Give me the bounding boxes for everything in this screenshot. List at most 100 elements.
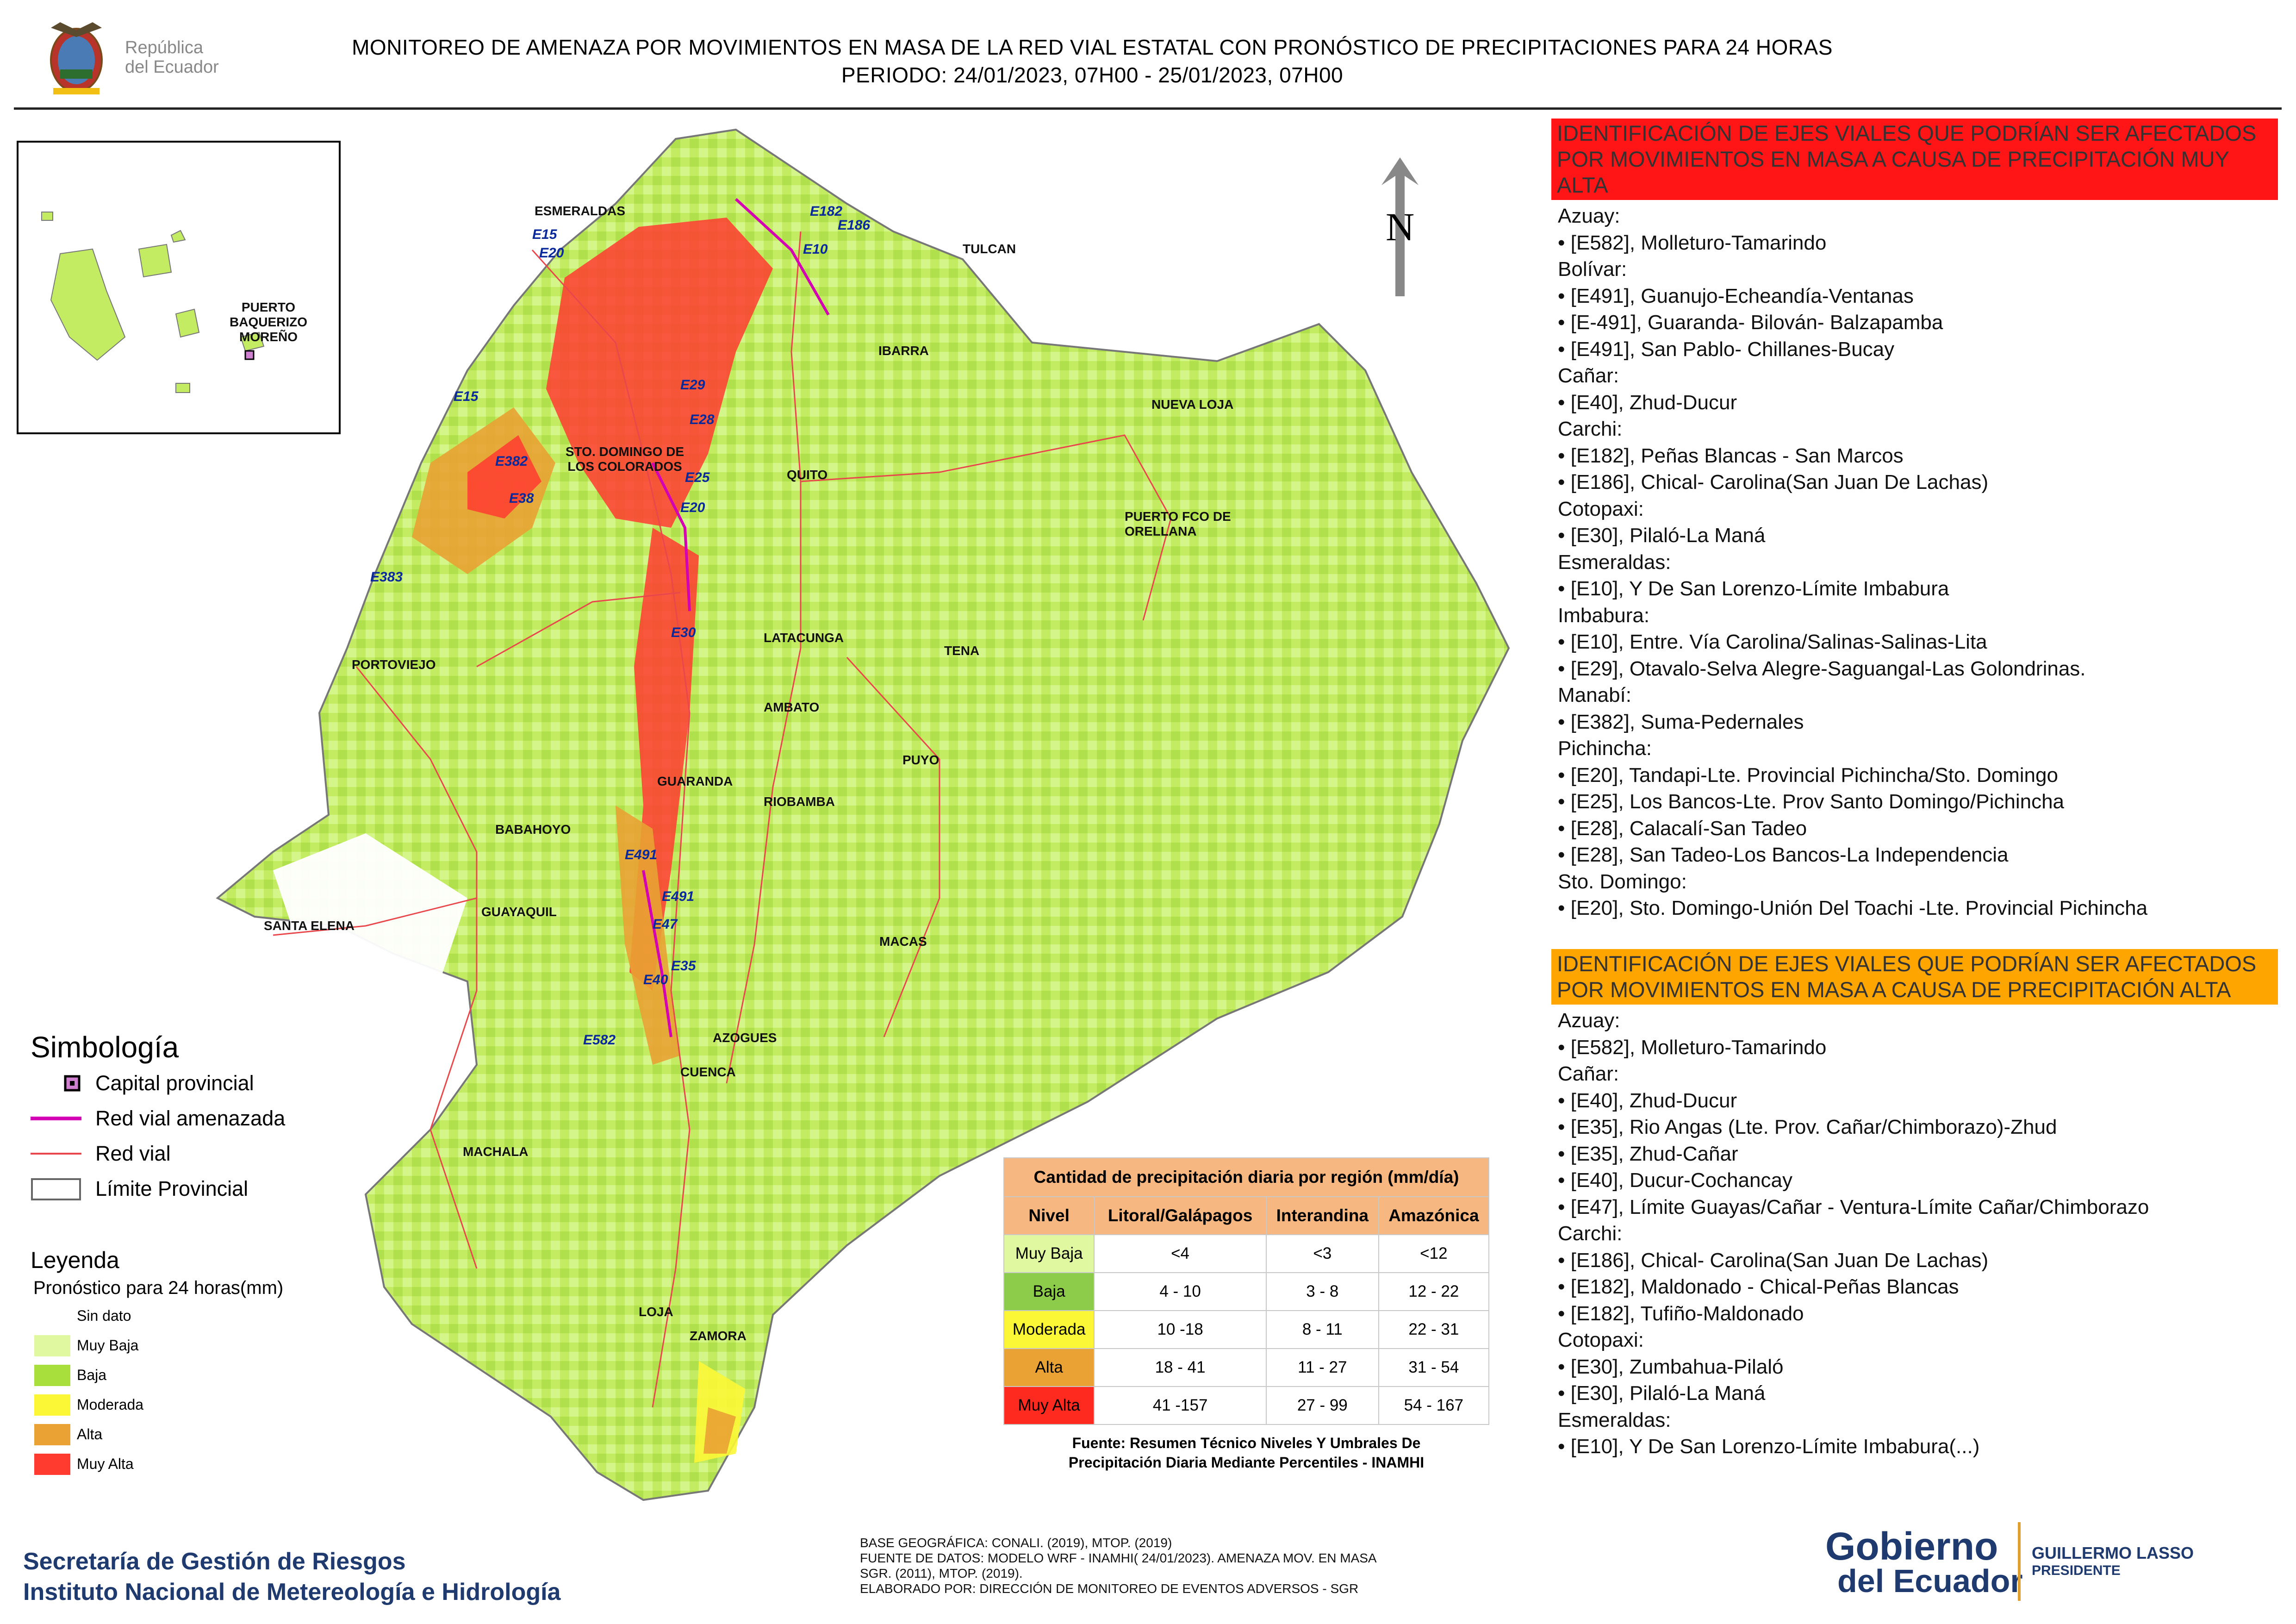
legend-row: Muy Baja [31,1330,447,1360]
panel-line: Esmeraldas: [1558,550,1671,574]
panel-line: • [E-491], Guaranda- Bilován- Balzapamba [1558,311,1943,334]
city-label: MACHALA [463,1144,529,1159]
symbology-label: Red vial [95,1142,171,1165]
table-source-line1: Fuente: Resumen Técnico Niveles Y Umbral… [1072,1435,1421,1451]
gov-logo-line1: Gobierno [1825,1524,1998,1568]
road-label: E15 [454,389,479,404]
panel-line: • [E30], Pilaló-La Maná [1558,524,1766,547]
panel-line: • [E10], Y De San Lorenzo-Límite Imbabur… [1558,577,1949,600]
symbology-row: Capital provincial [31,1066,447,1101]
road-line-icon [31,1153,81,1155]
road-label: E29 [680,377,705,393]
table-cell: 8 - 11 [1265,1310,1379,1349]
table-cell: 11 - 27 [1265,1348,1379,1387]
table-row: Baja 4 - 10 3 - 8 12 - 22 [1003,1272,1490,1311]
road-label: E582 [583,1032,616,1048]
high-list: Azuay: • [E582], Molleturo-Tamarindo Cañ… [1551,1007,2278,1460]
ecuador-coat-of-arms-icon [50,22,103,94]
table-source: Fuente: Resumen Técnico Niveles Y Umbral… [1003,1433,1489,1472]
panel-line: Cotopaxi: [1558,497,1644,520]
legend-swatch [34,1424,70,1445]
very-high-zone-coast [467,435,541,518]
table-cell: 10 -18 [1094,1310,1267,1349]
table-cell: <12 [1378,1234,1490,1273]
city-label: ESMERALDAS [535,204,626,218]
road-network [273,231,1172,1408]
table-row: Muy Alta 41 -157 27 - 99 54 - 167 [1003,1386,1490,1425]
panel-line: • [E40], Zhud-Ducur [1558,1089,1737,1112]
table-cell: 22 - 31 [1378,1310,1490,1349]
panel-line: • [E582], Molleturo-Tamarindo [1558,1036,1827,1059]
high-header: IDENTIFICACIÓN DE EJES VIALES QUE PODRÍA… [1551,949,2278,1005]
symbology-title: Simbología [31,1031,179,1064]
panel-line: Manabí: [1558,684,1631,706]
table-header-cell: Interandina [1265,1196,1379,1235]
galapagos-inset: PUERTO BAQUERIZO MOREÑO [17,141,341,434]
header-divider [14,107,2282,110]
panel-line: • [E10], Entre. Vía Carolina/Salinas-Sal… [1558,631,1987,653]
title-line1: MONITOREO DE AMENAZA POR MOVIMIENTOS EN … [352,35,1833,59]
table-cell: 12 - 22 [1378,1272,1490,1311]
credit-line: FUENTE DE DATOS: MODELO WRF - INAMHI( 24… [860,1551,1377,1565]
footer-organizations: Secretaría de Gestión de Riesgos Institu… [23,1546,560,1607]
threatened-road-network [642,198,830,1037]
legend-row: Baja [31,1360,447,1390]
galapagos-islands-graphic [41,212,265,393]
panel-line: • [E40], Zhud-Ducur [1558,391,1737,414]
panel-line: Azuay: [1558,205,1620,227]
road-label: E382 [495,454,528,469]
panel-line: Bolívar: [1558,258,1627,281]
high-roads-panel: IDENTIFICACIÓN DE EJES VIALES QUE PODRÍA… [1551,949,2278,1460]
panel-line: • [E182], Tufiño-Maldonado [1558,1302,1804,1325]
panel-line: Sto. Domingo: [1558,870,1687,893]
table-row: Muy Baja <4 <3 <12 [1003,1234,1490,1273]
road-label: E38 [509,491,534,506]
panel-line: Cañar: [1558,1062,1619,1085]
city-label: IBARRA [878,344,929,358]
table-cell: 41 -157 [1094,1386,1267,1425]
legend-label: Muy Baja [77,1337,139,1354]
panel-line: Esmeraldas: [1558,1408,1671,1431]
table-row: Alta 18 - 41 11 - 27 31 - 54 [1003,1348,1490,1387]
president-title: PRESIDENTE [2032,1563,2121,1578]
road-label: E491 [625,847,658,862]
credit-line: SGR. (2011), MTOP. (2019). [860,1566,1023,1580]
panel-line: • [E47], Límite Guayas/Cañar - Ventura-L… [1558,1195,2149,1218]
city-label: PORTOVIEJO [352,657,436,672]
precipitation-table-block: Cantidad de precipitación diaria por reg… [1003,1157,1490,1472]
panel-line: Pichincha: [1558,737,1652,760]
city-label: TULCAN [963,242,1016,256]
table-cell: 27 - 99 [1265,1386,1379,1425]
panel-line: Cotopaxi: [1558,1329,1644,1351]
precipitation-legend: Leyenda Pronóstico para 24 horas(mm) Sin… [31,1245,447,1479]
legend-label: Alta [77,1426,103,1443]
org-line1: Secretaría de Gestión de Riesgos [23,1548,406,1575]
title-line2: PERIODO: 24/01/2023, 07H00 - 25/01/2023,… [841,63,1344,87]
road-label: E182 [810,204,843,219]
logo-text-line2: del Ecuador [125,57,219,77]
page-title: MONITOREO DE AMENAZA POR MOVIMIENTOS EN … [259,33,1925,89]
capital-square-icon [244,350,255,360]
north-arrow-icon [1381,157,1419,296]
road-label: E20 [680,500,705,515]
table-cell: 54 - 167 [1378,1386,1490,1425]
road-label: E35 [671,958,696,974]
legend-row: Alta [31,1419,447,1449]
road-label: E28 [690,412,715,427]
panel-line: • [E35], Zhud-Cañar [1558,1142,1738,1165]
legend-swatch [34,1335,70,1356]
panel-line: • [E28], Calacalí-San Tadeo [1558,817,1807,840]
ecuador-map: N ESMERALDAS TULCAN IBARRA NUEVA LOJA ST… [14,111,1541,1528]
no-data-zone [273,833,467,981]
very-high-list: Azuay: • [E582], Molleturo-Tamarindo Bol… [1551,203,2278,922]
credit-line: ELABORADO POR: DIRECCIÓN DE MONITOREO DE… [860,1581,1359,1596]
table-cell: <3 [1265,1234,1379,1273]
legend-row: Moderada [31,1390,447,1419]
panel-line: • [E28], San Tadeo-Los Bancos-La Indepen… [1558,843,2009,866]
legend-label: Baja [77,1367,107,1383]
symbology-label: Capital provincial [95,1071,254,1095]
capital-square-icon [64,1075,81,1092]
threatened-road-line-icon [31,1117,81,1120]
legend-label: Moderada [77,1396,144,1413]
legend-swatch [34,1305,70,1327]
